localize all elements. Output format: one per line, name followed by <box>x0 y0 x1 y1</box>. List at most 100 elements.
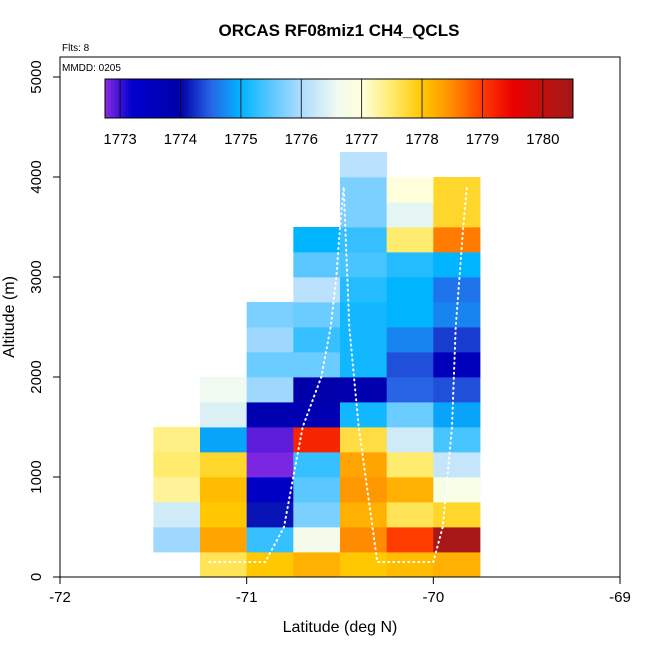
heatmap-cell <box>386 252 434 278</box>
colorbar-segment <box>163 79 167 118</box>
colorbar-segment <box>289 79 293 118</box>
heatmap-cell <box>433 477 481 503</box>
colorbar-segment <box>368 79 372 118</box>
colorbar-segment <box>128 79 132 118</box>
colorbar-segment <box>309 79 314 118</box>
colorbar-segment <box>324 79 328 118</box>
colorbar-segment <box>271 79 276 118</box>
colorbar-segment <box>245 79 249 118</box>
colorbar-tick-label: 1778 <box>405 131 438 148</box>
colorbar-segment <box>286 79 290 118</box>
colorbar-segment <box>227 79 232 118</box>
heatmap-cell <box>200 552 248 578</box>
colorbar-segment <box>344 79 349 118</box>
colorbar-segment <box>186 79 191 118</box>
heatmap-cell <box>200 477 248 503</box>
colorbar-segment <box>502 79 507 118</box>
heatmap-cell <box>293 527 341 553</box>
colorbar-segment <box>134 79 138 118</box>
colorbar-segment <box>254 79 258 118</box>
heatmap-cell <box>386 352 434 378</box>
heatmap-cell <box>246 502 294 528</box>
heatmap-cell <box>340 202 388 228</box>
heatmap-cell <box>386 502 434 528</box>
colorbar-segment <box>248 79 252 118</box>
colorbar-segment <box>131 79 135 118</box>
colorbar-segment <box>555 79 559 118</box>
heatmap-cell <box>293 327 341 353</box>
colorbar-segment <box>473 79 477 118</box>
colorbar-segment <box>280 79 284 118</box>
heatmap-cell <box>246 377 294 403</box>
colorbar-segment <box>511 79 515 118</box>
colorbar-segment <box>426 79 431 118</box>
colorbar-segment <box>295 79 299 118</box>
colorbar-segment <box>412 79 416 118</box>
colorbar-segment <box>379 79 384 118</box>
x-axis-label: Latitude (deg N) <box>283 619 398 636</box>
colorbar-segment <box>251 79 255 118</box>
heatmap-cell <box>293 227 341 253</box>
colorbar-segment <box>491 79 495 118</box>
heatmap-cell <box>433 377 481 403</box>
heatmap-cell <box>433 352 481 378</box>
colorbar-segment <box>567 79 571 118</box>
heatmap-cell <box>293 252 341 278</box>
colorbar-segment <box>543 79 548 118</box>
heatmap-cell <box>340 227 388 253</box>
heatmap-cell <box>246 327 294 353</box>
heatmap-cell <box>340 527 388 553</box>
heatmap-cell <box>246 477 294 503</box>
colorbar-segment <box>140 79 144 118</box>
colorbar-segment <box>107 79 112 118</box>
colorbar-segment <box>485 79 489 118</box>
heatmap-cell <box>386 377 434 403</box>
colorbar-segment <box>494 79 498 118</box>
heatmap-cell <box>293 302 341 328</box>
colorbar-tick-label: 1776 <box>285 131 318 148</box>
colorbar-segment <box>318 79 322 118</box>
colorbar-segment <box>116 79 121 118</box>
heatmap-cell <box>153 477 201 503</box>
colorbar-segment <box>397 79 401 118</box>
colorbar-segment <box>432 79 437 118</box>
colorbar-segment <box>388 79 393 118</box>
heatmap-cell <box>246 302 294 328</box>
colorbar-segment <box>257 79 261 118</box>
heatmap-cell <box>386 552 434 578</box>
colorbar-segment <box>183 79 188 118</box>
colorbar-segment <box>467 79 472 118</box>
heatmap-cell <box>386 477 434 503</box>
colorbar-segment <box>371 79 375 118</box>
heatmap-cell <box>153 427 201 453</box>
heatmap-cell <box>246 527 294 553</box>
colorbar-segment <box>148 79 153 118</box>
colorbar-segment <box>417 79 422 118</box>
heatmap-cell <box>200 502 248 528</box>
heatmap-cell <box>293 352 341 378</box>
colorbar-segment <box>423 79 428 118</box>
colorbar-segment <box>558 79 562 118</box>
colorbar-tick-label: 1779 <box>466 131 499 148</box>
colorbar-segment <box>236 79 241 118</box>
colorbar-segment <box>517 79 521 118</box>
heatmap-cell <box>433 177 481 203</box>
date-annotation: MMDD: 0205 <box>62 63 121 74</box>
heatmap-cell <box>340 177 388 203</box>
colorbar-segment <box>488 79 492 118</box>
colorbar-segment <box>347 79 352 118</box>
heatmap-cell <box>293 552 341 578</box>
colorbar-segment <box>526 79 530 118</box>
colorbar-segment <box>508 79 513 118</box>
colorbar-segment <box>213 79 217 118</box>
colorbar-segment <box>458 79 463 118</box>
heatmap-cell <box>433 452 481 478</box>
colorbar-segment <box>110 79 115 118</box>
y-tick-label: 3000 <box>28 260 45 293</box>
colorbar-segment <box>341 79 346 118</box>
y-tick-label: 5000 <box>28 60 45 93</box>
colorbar-segment <box>403 79 407 118</box>
heatmap-cell <box>340 427 388 453</box>
colorbar-segment <box>400 79 404 118</box>
colorbar-segment <box>260 79 264 118</box>
